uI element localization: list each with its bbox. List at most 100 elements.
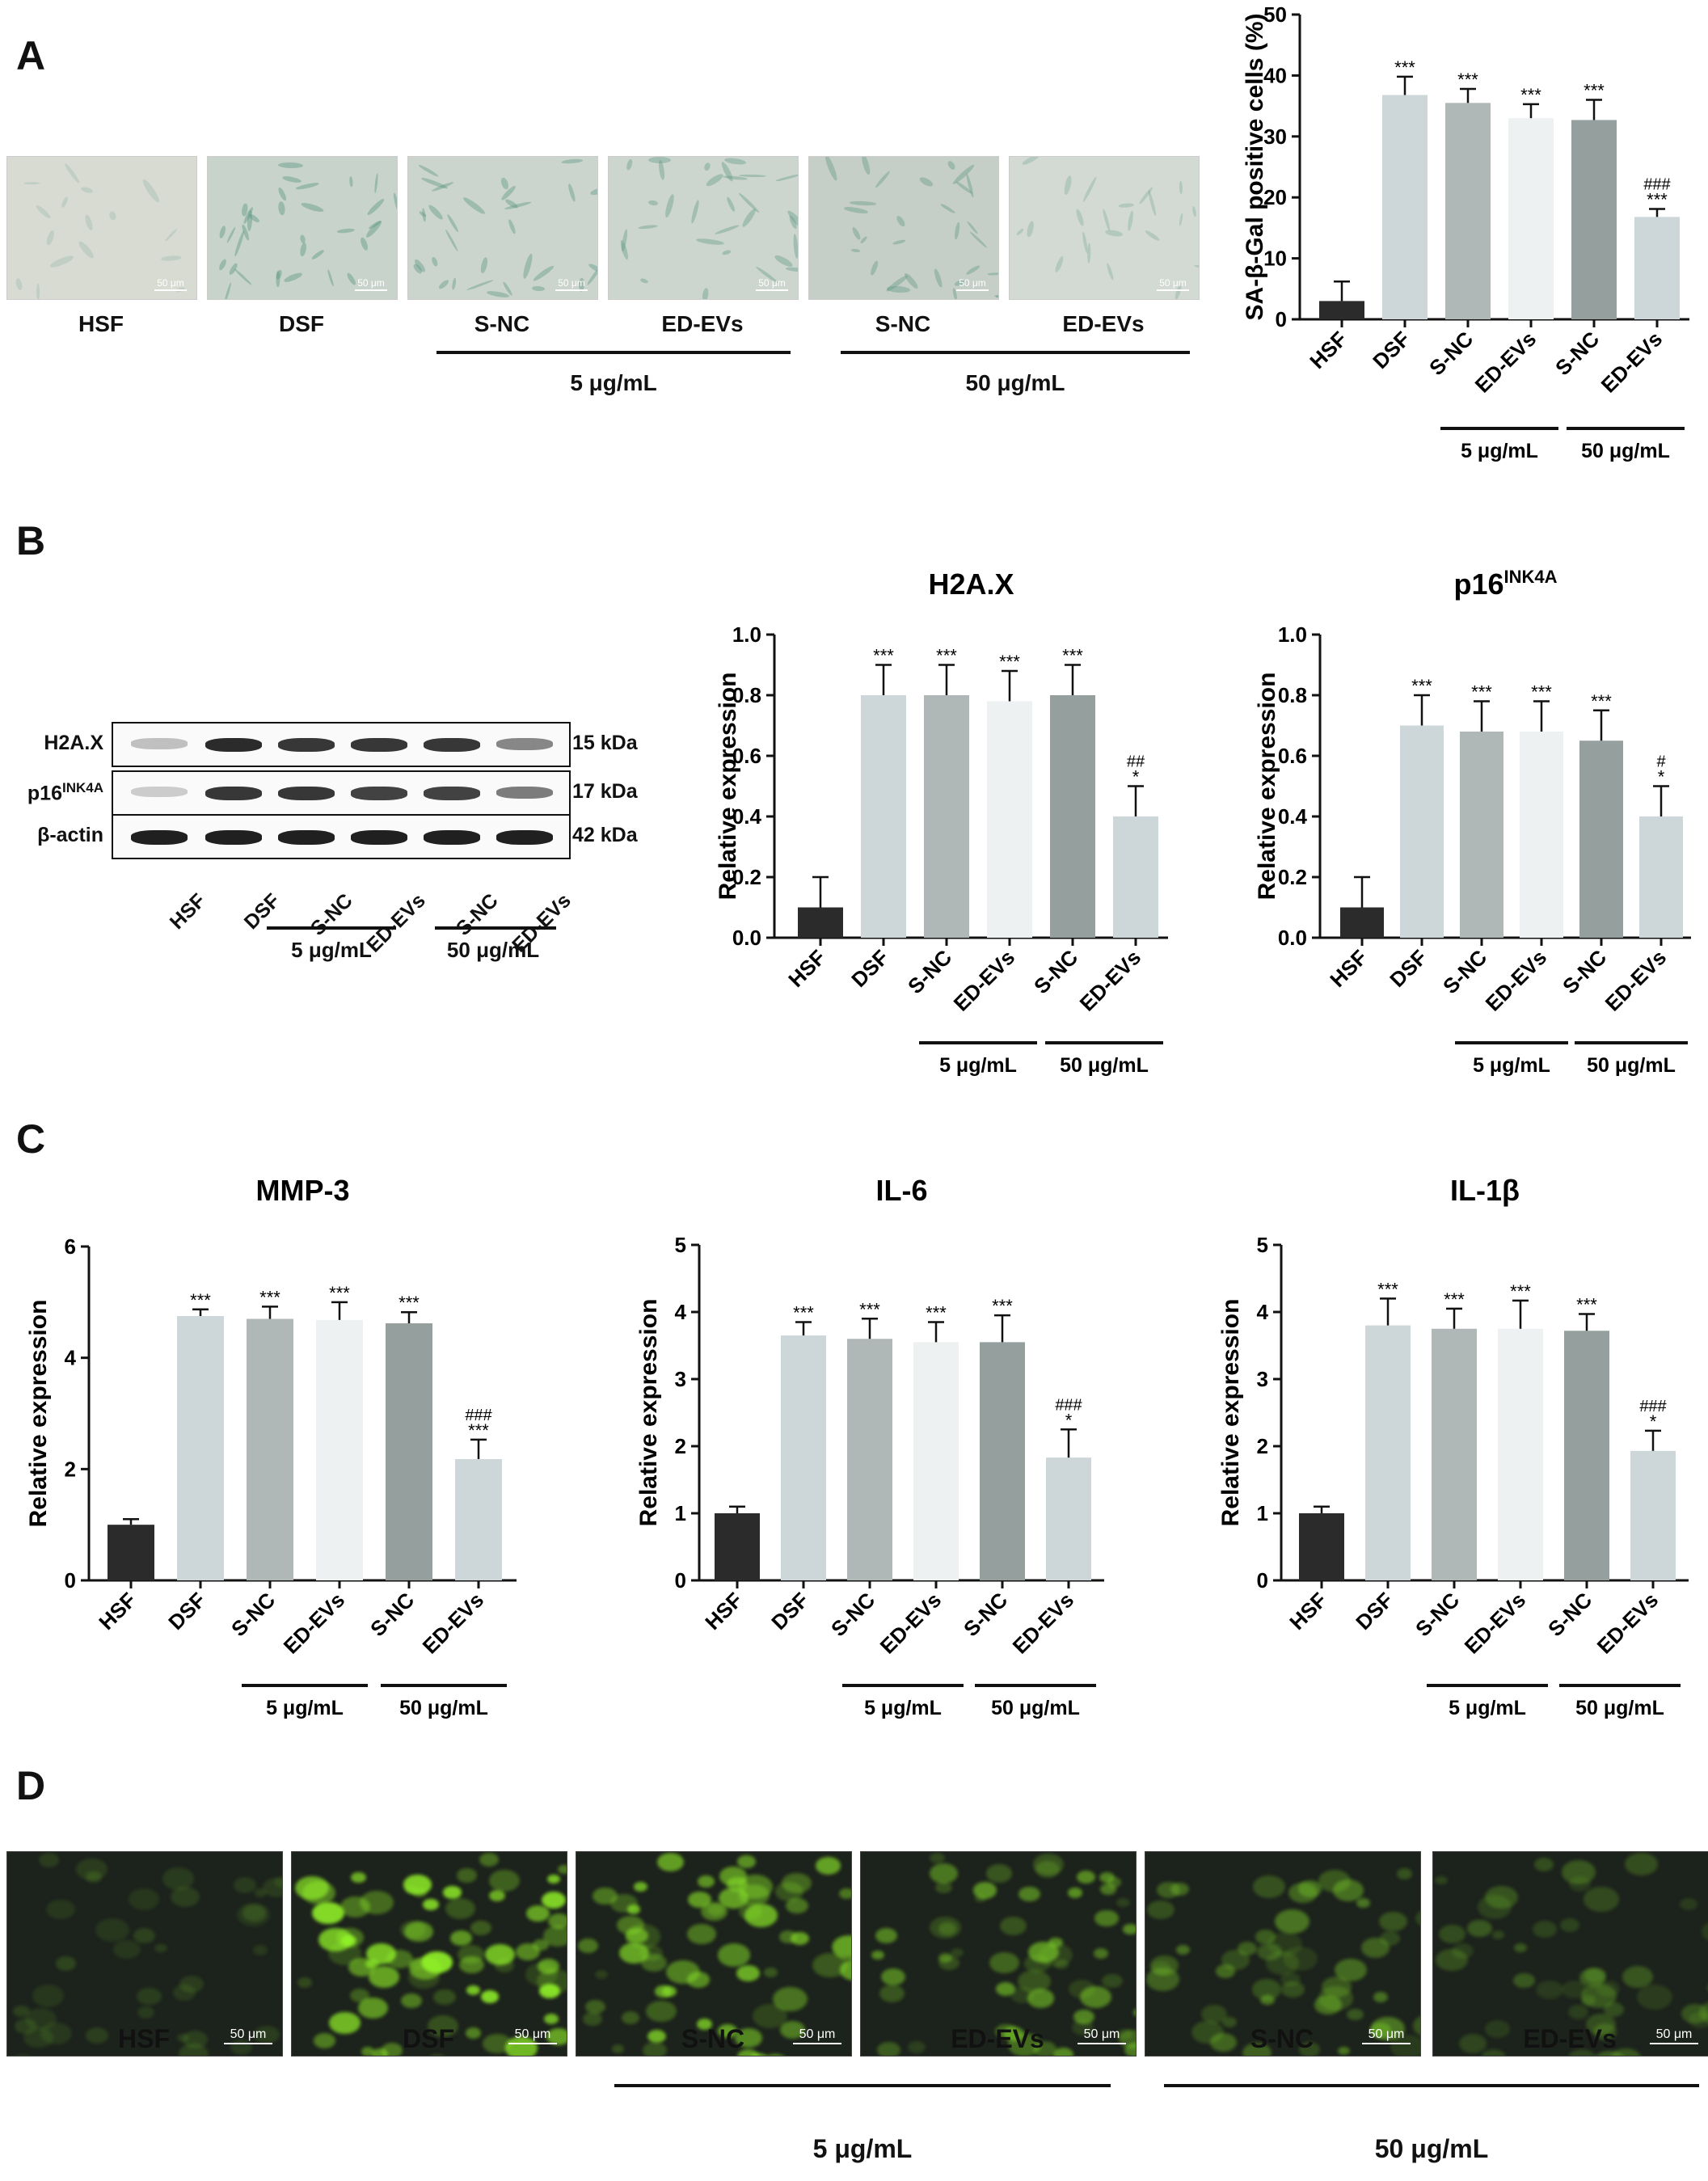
scale-bar-text: 50 μm <box>230 2027 267 2041</box>
blot-band <box>424 738 480 753</box>
fluor-cell <box>1451 1943 1474 1960</box>
fluor-cell <box>329 2011 361 2034</box>
fluor-cell <box>422 1899 439 1910</box>
micrograph-label: ED-EVs <box>1062 311 1145 336</box>
fluor-cell <box>1321 1976 1352 1997</box>
blot-group-line-5 <box>267 926 396 930</box>
group-bracket-label: 5 μg/mL <box>1473 1054 1550 1077</box>
scale-bar-line <box>224 2043 272 2044</box>
fluor-cell <box>1283 1947 1318 1972</box>
significance-stars: *** <box>329 1283 350 1303</box>
y-tick-label: 3 <box>675 1367 686 1391</box>
significance-stars: *** <box>1584 81 1605 101</box>
blot-protein-text: β-actin <box>37 824 103 846</box>
chart-p16: 0.0 0.2 0.4 0.6 0.8 1.0 Relative expression p16… <box>1254 567 1691 1077</box>
fluor-cell <box>113 1939 141 1959</box>
x-tick-label: ED-EVs <box>1600 945 1672 1016</box>
fluor-cell <box>1560 1918 1580 1933</box>
fluor-cell <box>399 1920 426 1939</box>
group-line-50ugml-d <box>1164 2084 1699 2087</box>
fluor-cell <box>432 1989 456 2006</box>
fluor-cell <box>470 1920 491 1935</box>
fluor-cell <box>542 1926 567 1947</box>
micrograph-3: 50 μm <box>407 156 598 300</box>
scale-bar-text: 50 μm <box>357 277 385 289</box>
fluor-cell <box>1390 2034 1420 2056</box>
x-tick-label: HSF <box>1305 327 1352 373</box>
fluor-cell <box>1335 1958 1368 1981</box>
fluor-cell <box>548 1913 567 1929</box>
fluor-cell <box>302 1880 335 1905</box>
fluor-cell <box>137 2006 155 2019</box>
fluor-cell <box>1032 1853 1064 1875</box>
micrograph-5: 50 μm <box>808 156 999 300</box>
blot-protein-text: H2A.X <box>44 732 103 754</box>
group-line-5ugml <box>436 351 791 354</box>
fluor-cell <box>626 1905 640 1914</box>
fluor-cell <box>618 1943 650 1964</box>
fluor-cell <box>1356 1898 1370 1909</box>
y-tick-label: 4 <box>65 1346 77 1370</box>
micrograph-label: HSF <box>78 311 124 336</box>
group-line-5ugml-d <box>614 2084 1111 2087</box>
fluor-cell <box>23 2027 53 2048</box>
fluor-cell <box>371 2048 388 2056</box>
fluor-cell <box>879 1985 905 2002</box>
x-tick-label: ED-EVs <box>1592 1588 1664 1659</box>
significance-stars: * <box>1658 767 1665 787</box>
fluor-cell <box>718 2024 738 2039</box>
fluor-cell <box>405 1885 417 1894</box>
group-label-50ugml: 50 μg/mL <box>965 370 1065 395</box>
bar <box>1340 907 1384 938</box>
significance-stars: *** <box>936 646 957 666</box>
y-axis-label: SA-β-Gal positive cells (%) <box>1242 13 1268 320</box>
fluor-cell <box>1280 1972 1301 1987</box>
fluor-cell <box>85 1871 103 1883</box>
fluor-cell <box>985 1864 1013 1883</box>
x-tick-label: ED-EVs <box>1481 945 1552 1016</box>
fluor-cell <box>1562 1860 1596 1884</box>
x-tick-label: ED-EVs <box>279 1588 350 1659</box>
group-bracket-label: 50 μg/mL <box>1587 1054 1676 1077</box>
fluor-cell <box>39 1853 60 1867</box>
fluor-cell <box>177 2033 190 2043</box>
fluor-cell <box>1679 1897 1697 1910</box>
y-axis-label: Relative expression <box>635 1299 662 1527</box>
fluor-cell <box>1481 2049 1507 2056</box>
fluor-cell <box>9 2054 36 2056</box>
fluor-cell <box>297 1977 313 1989</box>
bar <box>913 1342 959 1580</box>
y-tick-label: 40 <box>1263 63 1287 87</box>
significance-stars: * <box>1132 767 1140 787</box>
fluor-cell <box>719 1887 749 1909</box>
x-tick-label: ED-EVs <box>875 1588 947 1659</box>
significance-stars: *** <box>1377 1279 1398 1299</box>
fluor-cell <box>761 2053 789 2056</box>
fluor-cell <box>412 1888 427 1897</box>
y-tick-label: 20 <box>1263 185 1287 209</box>
blot-kda: 42 kDa <box>572 824 638 846</box>
scale-bar-line <box>355 289 387 291</box>
fluor-cell <box>1379 1912 1407 1932</box>
bar <box>1445 103 1491 319</box>
fluor-cell <box>785 1897 808 1914</box>
bar <box>980 1342 1025 1580</box>
y-tick-label: 1.0 <box>1278 622 1307 647</box>
blot-band <box>131 787 188 798</box>
significance-stars: * <box>1650 1411 1657 1432</box>
fluor-cell <box>779 2021 805 2040</box>
y-tick-label: 5 <box>675 1233 686 1257</box>
fluor-cell <box>938 1922 956 1936</box>
significance-hash: # <box>1656 753 1666 771</box>
fluor-cell <box>1625 1852 1658 1875</box>
panel-label-d: D <box>16 1763 46 1808</box>
fluor-cell <box>1370 2016 1406 2041</box>
fluor-cell <box>1093 1948 1108 1959</box>
blot-band <box>205 830 262 845</box>
fluor-cell <box>1274 1909 1310 1934</box>
fluor-cell <box>749 2053 769 2056</box>
fluor-image-label: HSF <box>118 2024 170 2053</box>
fluor-cell <box>1008 2033 1041 2056</box>
fluor-cell <box>929 1862 959 1884</box>
